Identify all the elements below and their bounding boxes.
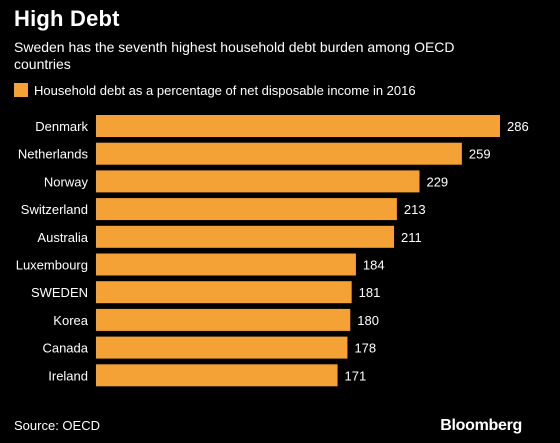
source-note: Source: OECD <box>14 418 100 433</box>
category-label: Norway <box>44 174 89 189</box>
category-label: Canada <box>42 341 88 356</box>
bar-korea <box>96 308 351 331</box>
data-label: 229 <box>426 174 448 189</box>
chart-subtitle: Sweden has the seventh highest household… <box>14 39 455 72</box>
data-label: 211 <box>401 230 422 245</box>
bar-norway <box>96 170 420 193</box>
bar-denmark <box>96 115 500 137</box>
chart-title: High Debt <box>14 6 120 31</box>
legend: Household debt as a percentage of net di… <box>14 82 416 98</box>
bar-netherlands <box>96 142 462 165</box>
category-label: Ireland <box>48 368 88 383</box>
bloomberg-logo: Bloomberg <box>440 417 522 434</box>
data-label: 180 <box>357 313 379 328</box>
bar-ireland <box>96 364 338 387</box>
legend-label: Household debt as a percentage of net di… <box>34 82 416 98</box>
data-label: 286 <box>507 119 529 134</box>
category-label: SWEDEN <box>31 285 88 300</box>
bar-sweden <box>96 281 352 304</box>
legend-swatch <box>14 83 28 97</box>
data-label: 213 <box>404 202 426 217</box>
category-label: Denmark <box>35 119 88 134</box>
category-label: Korea <box>53 313 88 328</box>
category-label: Switzerland <box>21 202 88 217</box>
bar-switzerland <box>96 198 397 221</box>
data-label: 184 <box>363 258 385 273</box>
bar-australia <box>96 225 395 248</box>
category-label: Australia <box>37 230 88 245</box>
bar-canada <box>96 336 348 359</box>
data-label: 259 <box>469 147 491 162</box>
category-label: Netherlands <box>18 147 89 162</box>
data-label: 181 <box>359 285 381 300</box>
category-label: Luxembourg <box>16 258 88 273</box>
bar-luxembourg <box>96 253 356 276</box>
data-label: 171 <box>345 368 367 383</box>
data-label: 178 <box>354 341 376 356</box>
